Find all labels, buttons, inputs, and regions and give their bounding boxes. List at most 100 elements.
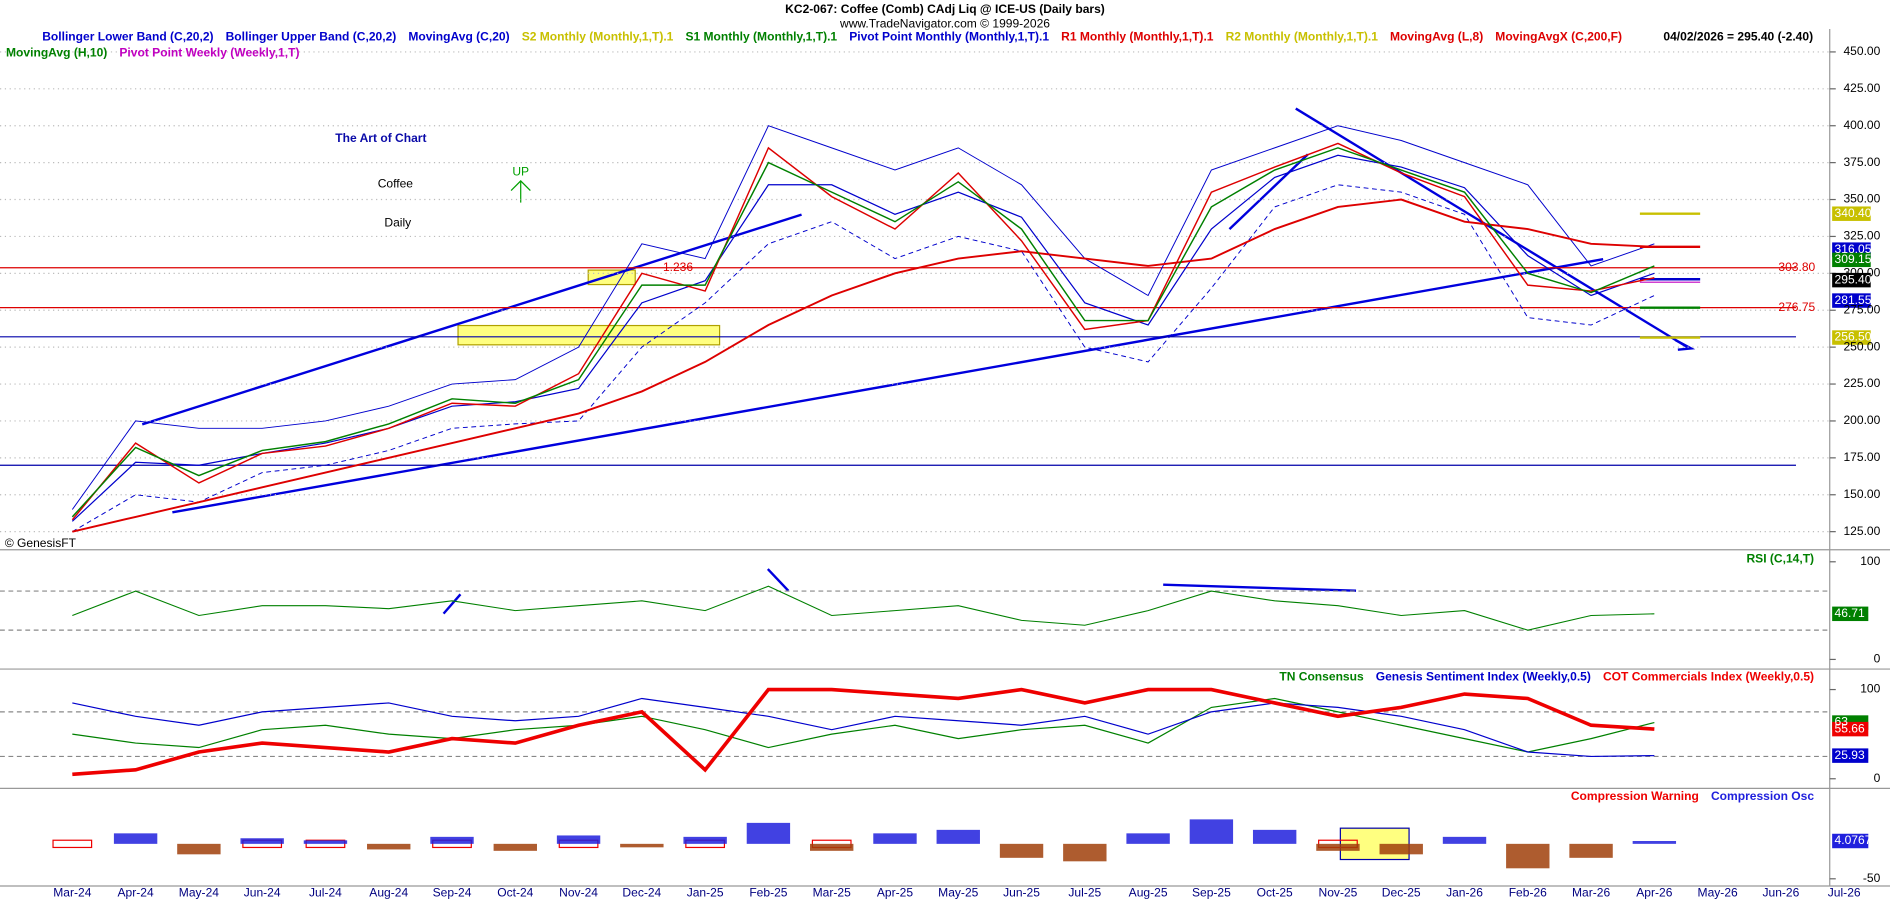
trend-line	[172, 258, 1604, 514]
osc-bar	[1506, 843, 1550, 869]
x-tick-label: Jun-25	[1003, 885, 1040, 899]
level-box-label: 256.50	[1835, 330, 1872, 344]
legend-entry: S1 Monthly (Monthly,1,T).1	[685, 30, 837, 44]
legend-entry: MovingAvgX (C,200,F)	[1495, 30, 1622, 44]
x-tick-label: Nov-24	[559, 885, 598, 899]
level-box-label: 316.05	[1835, 242, 1872, 256]
trend-line	[1228, 153, 1309, 230]
osc-bar	[430, 836, 474, 844]
osc-bar	[936, 829, 980, 844]
osc-bar	[493, 843, 537, 851]
osc-bar	[1063, 843, 1107, 862]
legend-entry: Compression Warning	[1571, 789, 1699, 803]
rsi-trend	[766, 568, 790, 592]
copyright: © GenesisFT	[5, 536, 77, 550]
fib-label: 1.236	[663, 260, 693, 274]
y-tick-label: -50	[1863, 871, 1881, 885]
y-tick-label: 225.00	[1843, 376, 1880, 390]
series-line	[72, 687, 1655, 777]
y-tick-label: 450.00	[1843, 44, 1880, 58]
osc-bar	[873, 833, 917, 844]
osc-bar	[999, 843, 1044, 858]
level-box-label: 281.55	[1835, 293, 1872, 307]
arrow-head	[1674, 338, 1696, 351]
x-tick-label: Aug-25	[1129, 885, 1168, 899]
value-box	[1832, 606, 1869, 622]
x-tick-label: May-26	[1698, 885, 1738, 899]
osc-bar	[683, 836, 727, 844]
y-tick-label: 300.00	[1843, 266, 1880, 280]
series-line	[71, 147, 1655, 518]
x-tick-label: Jul-24	[309, 885, 342, 899]
x-tick-label: Mar-26	[1572, 885, 1610, 899]
osc-bar	[303, 840, 348, 844]
y-tick-label: 400.00	[1843, 118, 1880, 132]
x-tick-label: Aug-24	[369, 885, 408, 899]
y-tick-label: 0	[1874, 652, 1881, 666]
legend-entry: Compression Osc	[1711, 789, 1814, 803]
level-box	[1832, 206, 1871, 221]
series-line	[72, 184, 1655, 533]
level-box-label: 295.40	[1835, 272, 1872, 286]
value-box-label: 63	[1835, 715, 1849, 729]
level-box-label: 309.15	[1835, 252, 1872, 266]
osc-bar	[556, 835, 601, 844]
series-line	[71, 142, 1655, 521]
x-tick-label: Sep-24	[433, 885, 472, 899]
value-box	[1832, 833, 1869, 849]
series-line	[72, 585, 1655, 631]
series-line	[71, 154, 1655, 522]
legend-entry: Pivot Point Weekly (Weekly,1,T)	[119, 45, 299, 59]
y-tick-label: 200.00	[1843, 413, 1880, 427]
warning-marker	[52, 839, 93, 849]
value-box	[1832, 748, 1869, 763]
legend-entry: S2 Monthly (Monthly,1,T).1	[522, 30, 674, 44]
up-arrow	[510, 180, 531, 191]
series-line	[72, 697, 1655, 753]
osc-bar	[1442, 836, 1487, 844]
level-box-label: 340.40	[1835, 206, 1872, 220]
osc-bar	[1252, 829, 1297, 844]
x-tick-label: Mar-25	[813, 885, 851, 899]
x-tick-label: Apr-26	[1636, 885, 1672, 899]
y-tick-label: 100	[1860, 682, 1880, 696]
osc-bar	[177, 843, 221, 855]
osc-bar	[1126, 833, 1170, 844]
osc-bar	[746, 822, 791, 844]
highlight-box	[457, 324, 721, 346]
osc-bar	[810, 843, 854, 851]
legend-entry: TN Consensus	[1279, 670, 1364, 684]
y-tick-label: 100	[1860, 554, 1880, 568]
x-tick-label: Apr-24	[118, 885, 154, 899]
rsi-title: RSI (C,14,T)	[1746, 552, 1814, 566]
legend-entry: R2 Monthly (Monthly,1,T).1	[1226, 30, 1379, 44]
chart-title: The Art of Chart	[335, 131, 426, 145]
level-box	[1832, 252, 1871, 268]
y-tick-label: 175.00	[1843, 450, 1880, 464]
y-tick-label: 425.00	[1843, 81, 1880, 95]
osc-bar	[620, 843, 664, 848]
x-tick-label: Feb-25	[749, 885, 787, 899]
symbol-header: KC2-067: Coffee (Comb) CAdj Liq @ ICE-US…	[785, 2, 1105, 16]
chart-subtitle: Coffee	[378, 177, 414, 191]
site-header: www.TradeNavigator.com © 1999-2026	[839, 16, 1050, 30]
legend-entry: COT Commercials Index (Weekly,0.5)	[1603, 670, 1814, 684]
value-box-label: 46.71	[1835, 606, 1865, 620]
rsi-trend	[442, 593, 462, 615]
osc-bar	[240, 838, 284, 844]
osc-bar	[1632, 840, 1677, 844]
x-tick-label: Jul-26	[1828, 885, 1861, 899]
legend-entry: MovingAvg (H,10)	[6, 45, 107, 59]
x-tick-label: Jan-26	[1446, 885, 1483, 899]
x-tick-label: Jan-25	[687, 885, 724, 899]
level-label: 303.80	[1778, 260, 1815, 274]
trend-line	[141, 213, 802, 426]
x-tick-label: Nov-25	[1319, 885, 1358, 899]
panel-frames	[0, 29, 1890, 887]
x-tick-label: Jul-25	[1068, 885, 1101, 899]
level-label: 276.75	[1778, 300, 1815, 314]
x-tick-label: Oct-25	[1257, 885, 1293, 899]
highlight-box	[587, 269, 636, 286]
y-tick-label: 250.00	[1843, 339, 1880, 353]
